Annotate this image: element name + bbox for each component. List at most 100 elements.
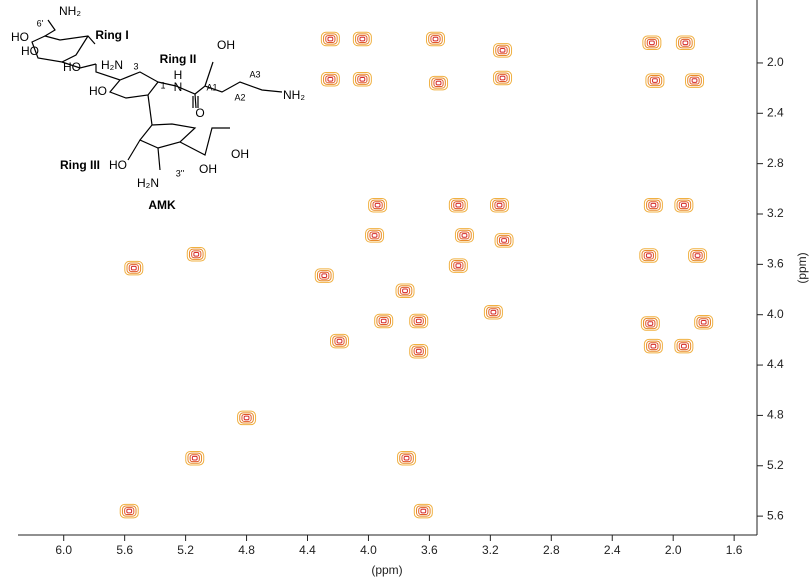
annotation: OH [199,162,217,176]
contour-ring [335,338,344,345]
x-tick-label: 5.2 [177,543,194,557]
peak [689,249,707,263]
contour-ring [194,252,199,256]
contour-ring [328,37,333,41]
contour-ring [454,202,463,209]
peak [315,269,333,283]
annotation: H₂N [137,176,159,190]
y-tick-label: 2.4 [767,105,784,119]
contour-ring [649,202,658,209]
peak [644,198,662,212]
peak [375,314,393,328]
annotation: 3'' [176,168,185,178]
contour-ring [679,202,688,209]
contour-ring [404,456,409,460]
contour-ring [456,203,461,207]
contour-ring [644,252,653,259]
peak [494,71,512,85]
annotation: OH [231,147,249,161]
contour-ring [129,265,138,272]
contour-ring [646,320,655,327]
contour-ring [320,272,329,279]
contour-ring [190,455,199,462]
peak [484,305,502,319]
contour-ring [358,36,367,43]
y-tick-label: 2.0 [767,55,784,69]
contour-ring [701,320,706,324]
annotation: AMK [148,198,176,212]
contour-ring [648,322,653,326]
contour-ring [372,234,377,238]
annotation: H₂N [101,58,123,72]
annotation: O [195,106,204,120]
contour-ring [379,318,388,325]
contour-ring [699,319,708,326]
x-tick-label: 4.8 [238,543,255,557]
annotation: HO [11,30,29,44]
peak [490,198,508,212]
contour-ring [462,234,467,238]
contour-ring [491,310,496,314]
peak [695,316,713,330]
y-tick-label: 2.8 [767,156,784,170]
peak [455,229,473,243]
annotation: A2 [234,92,245,102]
peak [686,74,704,88]
contour-ring [681,39,690,46]
contour-ring [433,37,438,41]
peak [410,344,428,358]
contour-ring [416,349,421,353]
contour-ring [456,264,461,268]
contour-ring [360,78,365,82]
contour-ring [328,78,333,82]
contour-ring [434,80,443,87]
peak [186,451,204,465]
annotation: HO [21,44,39,58]
contour-ring [414,348,423,355]
x-tick-label: 3.2 [482,543,499,557]
peak [396,284,414,298]
annotation: HO [109,158,127,172]
contour-ring [454,262,463,269]
contour-ring [690,77,699,84]
peak [187,248,205,262]
y-tick-label: 5.2 [767,458,784,472]
contour-ring [416,319,421,323]
contour-ring [381,319,386,323]
peak [676,36,694,50]
contour-ring [375,203,380,207]
contour-ring [498,47,507,54]
contour-ring [192,456,197,460]
x-tick-label: 5.6 [116,543,133,557]
contour-ring [495,202,504,209]
contour-ring [402,455,411,462]
annotation: N [174,80,183,94]
y-tick-label: 3.2 [767,206,784,220]
peak [430,76,448,90]
contour-ring [244,416,249,420]
peak [369,198,387,212]
contour-ring [651,344,656,348]
chart: (ppm) (ppm) NH₂6'HORing IHOHOH₂N3Ring II… [0,0,812,580]
peak [495,234,513,248]
contour-ring [242,414,251,421]
contour-ring [125,508,134,515]
peak [426,32,444,46]
contour-ring [683,41,688,45]
peak [321,73,339,87]
contour-ring [692,79,697,83]
x-tick-label: 3.6 [421,543,438,557]
contour-ring [370,232,379,239]
contour-ring [322,274,327,278]
peak [410,314,428,328]
structure-labels: NH₂6'HORing IHOHOH₂N3Ring IIOHHN1A1A3A2N… [11,4,305,212]
contour-layer [120,32,712,518]
peak [641,317,659,331]
contour-ring [403,289,408,293]
contour-ring [131,266,136,270]
annotation: Ring I [95,28,128,42]
annotation: Ring III [60,158,100,172]
annotation: NH₂ [59,4,81,18]
contour-ring [192,251,201,258]
contour-ring [358,76,367,83]
